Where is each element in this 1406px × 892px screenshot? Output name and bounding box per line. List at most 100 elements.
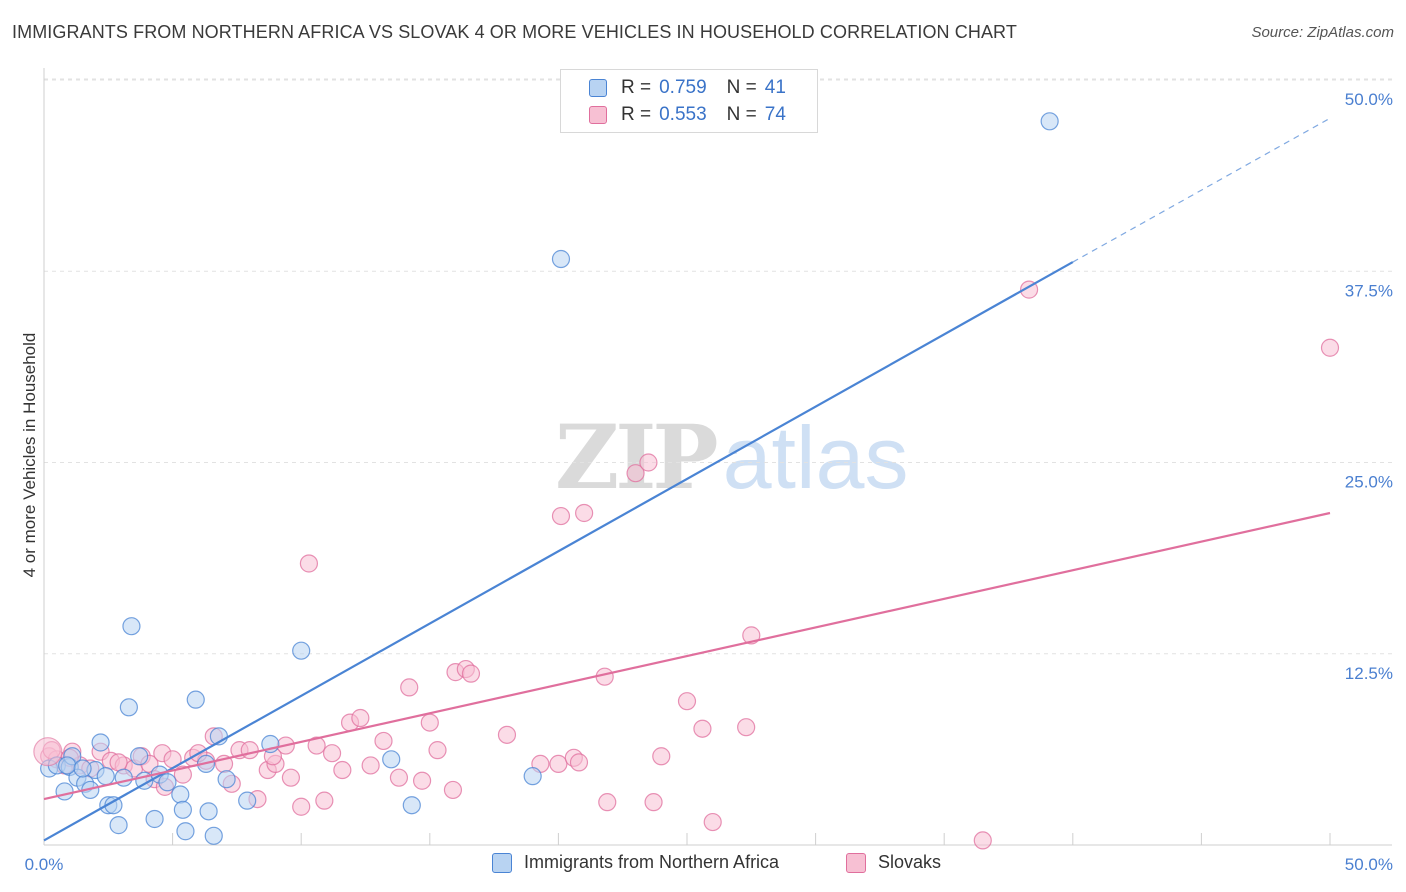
gridlines (44, 78, 1392, 655)
y-tick-label-1: 25.0% (1345, 473, 1393, 492)
data-point-s2-15 (173, 765, 192, 784)
data-point-s2-70 (109, 753, 128, 772)
data-point-s1-12 (109, 816, 128, 835)
legend-label-slovaks: Slovaks (878, 852, 942, 872)
data-point-s1-38 (58, 756, 77, 775)
legend-swatch-series-2 (589, 106, 607, 124)
data-point-s1-32 (292, 641, 311, 660)
data-point-s2-27 (281, 768, 301, 787)
data-point-s2-54 (598, 793, 617, 812)
legend-item-slovaks: Slovaks (846, 852, 941, 873)
data-point-s2-38 (389, 768, 409, 787)
legend-swatch-slovaks (846, 852, 866, 873)
data-point-s2-49 (549, 754, 568, 774)
series-legend: Immigrants from Northern Africa Slovaks (0, 852, 1406, 878)
legend-n-value-series-2: 74 (764, 104, 786, 125)
legend-n-label: N = (726, 104, 757, 125)
axes (43, 68, 1392, 846)
correlation-legend: R = 0.759 N = 41 R = 0.553 N = 74 (560, 69, 818, 133)
legend-row-series-1: R = 0.759 N = 41 (589, 76, 786, 100)
data-point-s2-53 (575, 503, 594, 523)
data-point-s2-47 (497, 725, 517, 744)
tick-labels: 12.5% 25.0% 37.5% 50.0% 0.0% 50.0% (25, 90, 1393, 874)
data-point-s1-27 (204, 826, 223, 845)
legend-swatch-series-1 (589, 79, 607, 97)
data-point-s2-50 (551, 506, 571, 526)
legend-n-value-series-1: 41 (764, 77, 786, 98)
data-point-s1-22 (173, 800, 192, 819)
data-point-s1-16 (130, 747, 149, 766)
data-point-s2-64 (742, 626, 761, 645)
data-point-s2-58 (644, 793, 663, 812)
legend-item-northern-africa: Immigrants from Northern Africa (492, 852, 779, 873)
data-point-s2-56 (626, 464, 645, 483)
data-point-s1-26 (199, 802, 218, 821)
data-point-s2-36 (361, 756, 380, 775)
data-point-s1-36 (551, 249, 571, 269)
data-point-s1-21 (171, 785, 190, 804)
legend-r-label: R = (621, 77, 652, 98)
data-point-s2-30 (307, 736, 326, 755)
data-point-s2-63 (737, 718, 756, 737)
data-point-s1-18 (145, 809, 164, 829)
data-points (33, 112, 1340, 850)
data-point-s2-33 (333, 760, 352, 780)
y-tick-label-3: 50.0% (1345, 90, 1393, 109)
data-point-s2-57 (639, 453, 658, 472)
data-point-s2-52 (569, 753, 589, 772)
legend-r-value-series-1: 0.759 (659, 77, 707, 98)
series-points-2 (40, 280, 1340, 850)
data-point-s2-29 (299, 554, 319, 573)
legend-n-label: N = (726, 77, 757, 98)
data-point-s2-28 (292, 797, 311, 816)
data-point-s2-40 (412, 771, 432, 790)
y-tick-label-0: 12.5% (1345, 664, 1393, 683)
x-tick-label-0: 0.0% (25, 855, 64, 874)
data-point-s2-37 (374, 731, 393, 751)
chart-source: Source: ZipAtlas.com (1251, 24, 1394, 41)
data-point-s2-31 (315, 791, 334, 810)
data-point-s2-42 (428, 741, 447, 760)
data-point-s1-14 (119, 698, 138, 717)
data-point-cluster-origin (33, 737, 63, 767)
data-point-s1-37 (1040, 112, 1059, 131)
data-point-s2-65 (973, 831, 992, 850)
data-point-s2-39 (400, 678, 419, 697)
trend-lines (43, 117, 1331, 842)
data-point-s1-20 (158, 773, 177, 792)
data-point-s1-40 (96, 767, 115, 786)
chart-title: IMMIGRANTS FROM NORTHERN AFRICA VS SLOVA… (12, 22, 1017, 42)
data-point-s1-2 (55, 782, 74, 801)
series-points-1 (40, 112, 1059, 845)
data-point-s2-32 (322, 744, 342, 763)
data-point-s2-59 (652, 747, 671, 766)
data-point-s1-39 (73, 759, 92, 778)
data-point-s1-15 (122, 617, 141, 636)
data-point-s2-46 (461, 664, 481, 683)
data-point-s1-29 (217, 770, 236, 789)
data-point-s1-30 (238, 791, 257, 810)
data-point-s1-24 (186, 690, 205, 709)
data-point-s2-62 (703, 812, 722, 832)
trend-extension-series-1 (1072, 117, 1331, 263)
trend-line-series-1 (43, 261, 1074, 842)
trend-line-series-2 (43, 511, 1331, 801)
legend-r-label: R = (621, 104, 652, 125)
data-point-s2-61 (693, 719, 712, 738)
data-point-s2-43 (443, 780, 463, 800)
data-point-s1-35 (523, 767, 542, 786)
data-point-s1-34 (402, 796, 421, 815)
legend-label-northern-africa: Immigrants from Northern Africa (524, 852, 780, 872)
data-point-s2-41 (420, 713, 439, 732)
legend-r-value-series-2: 0.553 (659, 104, 707, 125)
data-point-s2-60 (677, 692, 697, 711)
data-point-s2-35 (351, 708, 370, 728)
data-point-s1-9 (91, 733, 110, 752)
legend-row-series-2: R = 0.553 N = 74 (589, 103, 786, 127)
x-tick-label-1: 50.0% (1345, 855, 1393, 874)
data-point-s1-33 (382, 750, 401, 769)
legend-swatch-northern-africa (492, 852, 512, 873)
data-point-s2-67 (1320, 338, 1340, 357)
data-point-s1-23 (176, 822, 195, 841)
